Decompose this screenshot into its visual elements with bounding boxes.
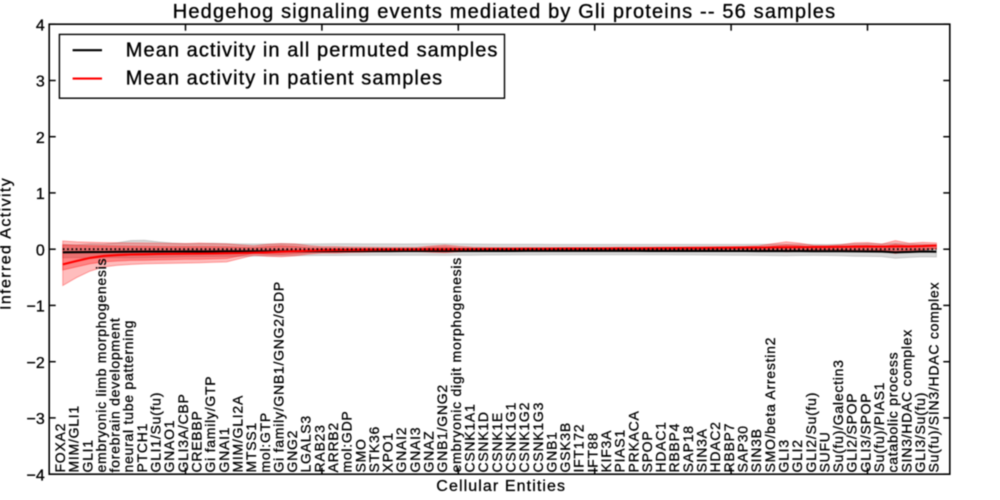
- svg-text:Hedgehog signaling events medi: Hedgehog signaling events mediated by Gl…: [173, 1, 836, 23]
- svg-text:CSNK1G3: CSNK1G3: [530, 402, 546, 473]
- svg-text:Mean activity in all permuted: Mean activity in all permuted samples: [126, 40, 499, 62]
- svg-text:RBBP7: RBBP7: [721, 423, 737, 473]
- svg-text:PIAS1: PIAS1: [612, 429, 628, 472]
- svg-text:MIM/GLI2A: MIM/GLI2A: [229, 395, 245, 473]
- svg-text:mol:GDP: mol:GDP: [339, 410, 355, 472]
- svg-text:GLI3: GLI3: [776, 439, 792, 472]
- svg-text:2: 2: [36, 130, 45, 147]
- svg-text:SAP30: SAP30: [735, 425, 751, 472]
- svg-text:−3: −3: [27, 411, 45, 428]
- svg-text:HDAC1: HDAC1: [653, 421, 669, 472]
- svg-text:STK36: STK36: [366, 426, 382, 473]
- svg-text:SAP18: SAP18: [680, 425, 696, 472]
- svg-text:CSNK1D: CSNK1D: [475, 411, 491, 472]
- svg-text:SIN3A: SIN3A: [694, 428, 710, 472]
- svg-text:embryonic limb morphogenesis: embryonic limb morphogenesis: [93, 258, 109, 473]
- svg-text:GLI3/Su(fu): GLI3/Su(fu): [912, 392, 928, 473]
- svg-text:−4: −4: [27, 467, 45, 484]
- svg-text:Gi family/GTP: Gi family/GTP: [202, 376, 218, 473]
- svg-text:GLI1: GLI1: [79, 439, 95, 472]
- svg-text:SMO/beta Arrestin2: SMO/beta Arrestin2: [762, 337, 778, 473]
- svg-text:CSNK1E: CSNK1E: [489, 412, 505, 473]
- svg-text:−1: −1: [27, 299, 45, 316]
- svg-text:GNAI3: GNAI3: [407, 427, 423, 473]
- svg-text:GNAI1: GNAI1: [216, 427, 232, 473]
- svg-text:SIN3/HDAC complex: SIN3/HDAC complex: [898, 329, 914, 472]
- svg-text:1: 1: [36, 186, 45, 203]
- svg-text:GLI3A/CBP: GLI3A/CBP: [175, 393, 191, 472]
- svg-text:−2: −2: [27, 355, 45, 372]
- svg-text:GLI2/SPOP: GLI2/SPOP: [844, 393, 860, 473]
- svg-text:neural tube patterning: neural tube patterning: [120, 320, 136, 473]
- svg-text:SUFU: SUFU: [816, 431, 832, 472]
- svg-text:Inferred Activity: Inferred Activity: [0, 177, 15, 310]
- svg-text:CSNK1G1: CSNK1G1: [503, 402, 519, 473]
- svg-text:3: 3: [36, 74, 45, 91]
- svg-text:Cellular Entities: Cellular Entities: [436, 478, 566, 495]
- svg-text:CSNK1G2: CSNK1G2: [516, 402, 532, 473]
- svg-text:CREBBP: CREBBP: [189, 410, 205, 472]
- svg-text:HDAC2: HDAC2: [707, 421, 723, 472]
- svg-text:IFT88: IFT88: [584, 432, 600, 472]
- svg-text:MIM/GLI1: MIM/GLI1: [66, 405, 82, 472]
- svg-text:Mean activity in patient sampl: Mean activity in patient samples: [126, 68, 443, 90]
- svg-text:GSK3B: GSK3B: [557, 422, 573, 472]
- svg-text:GNB1: GNB1: [543, 431, 559, 472]
- svg-text:GNAZ: GNAZ: [421, 431, 437, 473]
- svg-text:forebrain development: forebrain development: [107, 317, 123, 472]
- svg-text:GLI2/Su(fu): GLI2/Su(fu): [803, 392, 819, 473]
- svg-text:GNG2: GNG2: [284, 430, 300, 473]
- svg-text:embryonic digit morphogenesis: embryonic digit morphogenesis: [448, 257, 464, 473]
- svg-text:RAB23: RAB23: [311, 424, 327, 472]
- svg-text:Su(fu)/Galectin3: Su(fu)/Galectin3: [830, 359, 846, 472]
- svg-text:GNB1/GNG2: GNB1/GNG2: [434, 384, 450, 472]
- svg-text:KIF3A: KIF3A: [598, 430, 614, 473]
- svg-text:SIN3B: SIN3B: [748, 428, 764, 472]
- svg-text:SMO: SMO: [352, 438, 368, 472]
- svg-text:LGALS3: LGALS3: [298, 415, 314, 472]
- svg-text:4: 4: [36, 17, 45, 34]
- svg-text:Gi family/GNB1/GNG2/GDP: Gi family/GNB1/GNG2/GDP: [270, 281, 286, 473]
- svg-text:PRKACA: PRKACA: [625, 410, 641, 472]
- svg-text:IFT172: IFT172: [571, 424, 587, 473]
- svg-text:Su(fu)/PIAS1: Su(fu)/PIAS1: [871, 382, 887, 473]
- svg-text:GNAO1: GNAO1: [161, 420, 177, 473]
- svg-text:RBBP4: RBBP4: [666, 423, 682, 473]
- svg-text:PTCH1: PTCH1: [134, 423, 150, 473]
- svg-text:mol:GTP: mol:GTP: [257, 412, 273, 472]
- svg-text:XPO1: XPO1: [380, 432, 396, 472]
- svg-text:GLI3/SPOP: GLI3/SPOP: [857, 393, 873, 473]
- svg-text:FOXA2: FOXA2: [52, 423, 68, 473]
- svg-text:GLI1/Su(fu): GLI1/Su(fu): [148, 392, 164, 473]
- svg-text:Su(fu)/SIN3/HDAC complex: Su(fu)/SIN3/HDAC complex: [926, 282, 942, 473]
- svg-text:ARRB2: ARRB2: [325, 422, 341, 472]
- svg-text:GLI2: GLI2: [789, 439, 805, 472]
- svg-text:CSNK1A1: CSNK1A1: [462, 403, 478, 472]
- svg-text:catabolic process: catabolic process: [885, 352, 901, 473]
- svg-text:0: 0: [36, 242, 45, 259]
- svg-text:GNAI2: GNAI2: [393, 427, 409, 473]
- svg-text:SPOP: SPOP: [639, 431, 655, 473]
- svg-text:MTSS1: MTSS1: [243, 422, 259, 472]
